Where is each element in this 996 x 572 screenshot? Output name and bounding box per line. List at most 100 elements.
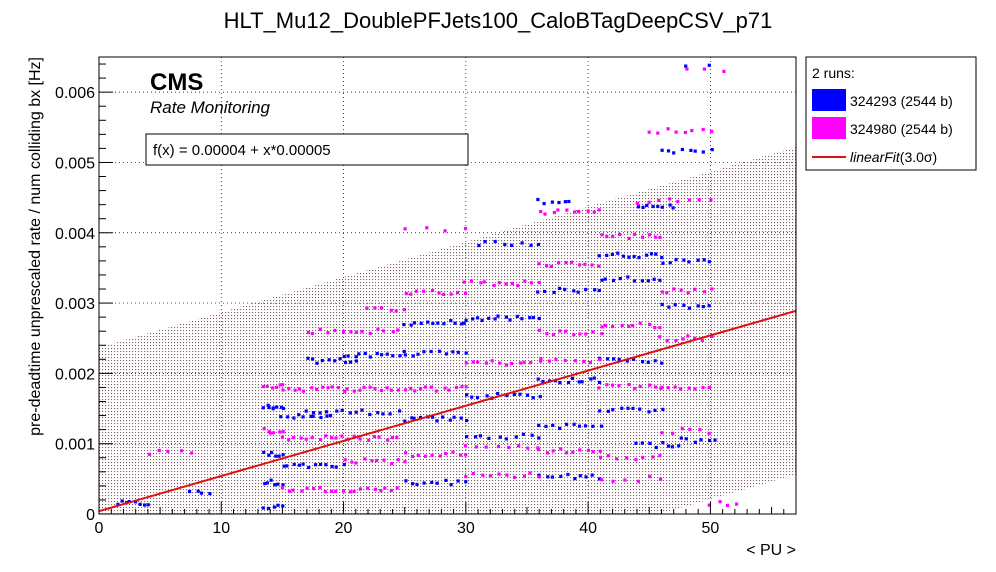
data-point (275, 385, 279, 389)
data-point (504, 282, 508, 286)
data-point (577, 380, 581, 384)
legend-label-linear-fit-main: linearFit (850, 149, 901, 165)
data-point (638, 407, 642, 411)
data-point (381, 412, 385, 416)
data-point (464, 475, 468, 479)
data-point (550, 475, 554, 479)
data-point (597, 254, 601, 258)
y-tick-label: 0.006 (55, 85, 95, 102)
data-point (617, 383, 621, 388)
data-point (476, 360, 480, 364)
data-point (314, 463, 318, 467)
data-point (269, 478, 273, 482)
data-point (208, 492, 212, 496)
x-tick-label: 50 (702, 520, 720, 537)
data-point (615, 457, 619, 461)
data-point (611, 235, 615, 239)
fit-band-layer (99, 147, 796, 514)
data-point (431, 321, 435, 326)
data-point (701, 305, 705, 309)
legend-box (805, 56, 977, 171)
data-point (368, 331, 372, 335)
data-points (116, 63, 739, 510)
data-point (385, 386, 389, 390)
data-point (569, 260, 574, 264)
data-point (444, 452, 448, 456)
data-point (413, 389, 417, 393)
data-point (453, 321, 457, 325)
data-point (687, 306, 692, 310)
data-point (547, 359, 551, 363)
data-point (447, 388, 451, 392)
data-point (449, 292, 453, 296)
data-point (701, 127, 705, 132)
data-point (415, 482, 419, 486)
cms-label: CMS (150, 69, 203, 96)
data-point (544, 424, 548, 428)
data-point (349, 330, 353, 334)
data-point (363, 457, 367, 461)
data-point (621, 254, 626, 258)
data-point (318, 411, 322, 415)
data-point (396, 388, 401, 392)
data-point (537, 423, 541, 427)
data-point (620, 323, 624, 328)
data-point (566, 472, 570, 477)
data-point (287, 489, 291, 493)
data-point (586, 209, 590, 213)
data-point (531, 316, 536, 320)
data-point (343, 389, 347, 393)
data-point (710, 129, 714, 133)
data-point (584, 475, 588, 479)
data-point (370, 459, 374, 463)
data-point (419, 321, 423, 325)
fit-line-layer (99, 309, 796, 513)
data-point (330, 385, 334, 389)
data-point (116, 502, 120, 506)
data-point (199, 491, 204, 495)
data-point (514, 435, 518, 439)
data-point (310, 386, 314, 390)
data-point (565, 208, 569, 212)
data-point (412, 416, 416, 420)
data-point (556, 208, 560, 212)
data-point (436, 321, 440, 325)
data-point (545, 264, 549, 268)
data-point (310, 436, 314, 440)
data-point (479, 281, 483, 285)
data-point (641, 235, 645, 239)
data-point (475, 395, 480, 400)
data-point (582, 359, 586, 363)
data-point (281, 453, 285, 457)
data-point (315, 387, 319, 391)
data-point (578, 448, 582, 452)
data-point (279, 415, 283, 419)
data-point (280, 435, 284, 439)
data-point (707, 385, 711, 390)
data-point (391, 330, 395, 334)
data-point (657, 198, 661, 202)
data-point (687, 260, 691, 264)
data-point (462, 321, 466, 325)
data-point (559, 474, 563, 478)
data-point (654, 385, 658, 389)
data-point (341, 330, 345, 334)
data-point (641, 455, 645, 459)
data-point (464, 318, 468, 322)
data-point (710, 148, 714, 152)
data-point (566, 380, 571, 385)
data-point (404, 451, 408, 455)
data-point (377, 435, 381, 439)
data-point (658, 278, 662, 282)
data-point (559, 447, 563, 451)
data-point (584, 287, 588, 292)
data-point (345, 387, 349, 391)
data-point (536, 290, 540, 294)
x-tick-label: 0 (95, 520, 104, 537)
data-point (671, 431, 675, 435)
data-point (689, 148, 693, 152)
data-point (653, 359, 657, 363)
data-point (598, 449, 602, 453)
data-point (272, 505, 276, 509)
data-point (564, 329, 568, 333)
